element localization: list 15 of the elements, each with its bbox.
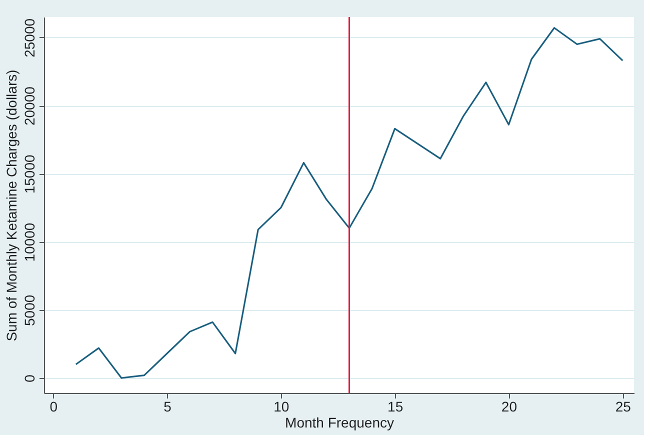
x-tick-label: 20 <box>501 398 518 414</box>
y-tick-label: 15000 <box>22 154 38 194</box>
x-tick-label: 5 <box>164 398 172 414</box>
x-tick-label: 25 <box>615 398 632 414</box>
x-axis-title: Month Frequency <box>285 414 394 430</box>
y-tick-label: 0 <box>22 374 38 382</box>
line-series <box>75 27 624 379</box>
x-tick-label: 15 <box>388 398 404 414</box>
x-tick-label: 10 <box>274 398 290 414</box>
y-tick-label: 10000 <box>22 222 38 262</box>
y-tick-label: 20000 <box>22 86 38 126</box>
y-axis-title: Sum of Monthly Ketamine Charges (dollars) <box>4 70 20 342</box>
y-tick-label: 5000 <box>22 294 38 326</box>
y-tick-label: 25000 <box>22 18 38 58</box>
x-tick-label: 0 <box>50 398 58 414</box>
